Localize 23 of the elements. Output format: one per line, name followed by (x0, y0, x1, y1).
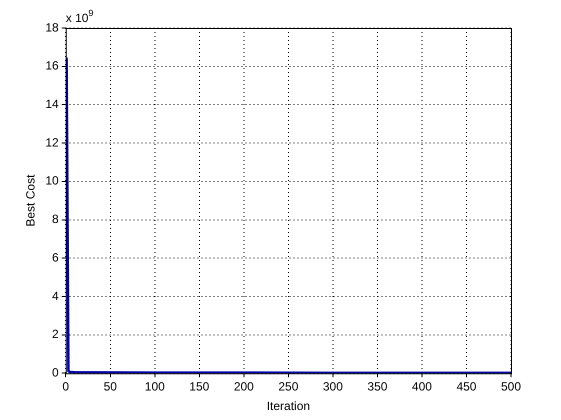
x-tick-label: 500 (500, 380, 522, 394)
x-tick-label: 50 (104, 380, 118, 394)
y-tick-label: 6 (52, 250, 60, 264)
x-tick-label: 300 (322, 380, 344, 394)
y-tick-label: 4 (52, 288, 60, 303)
y-tick-label: 2 (52, 327, 60, 342)
y-tick-label: 14 (45, 97, 60, 112)
y-tick-label: 8 (52, 212, 60, 226)
x-tick-label: 100 (144, 380, 166, 394)
x-tick-label: 250 (278, 380, 299, 394)
x-axis-title: Iteration (266, 399, 310, 414)
x-tick-label: 200 (234, 380, 254, 394)
y-tick-label: 16 (45, 58, 60, 73)
y-tick-label: 12 (45, 135, 60, 150)
x-tick-label: 0 (62, 380, 70, 394)
y-tick-label: 18 (45, 20, 60, 34)
y-tick-label: 10 (45, 174, 60, 188)
x-tick-label: 350 (367, 380, 388, 394)
x-tick-label: 450 (456, 380, 477, 394)
x-tick-label: 400 (412, 380, 432, 394)
y-tick-label: 0 (52, 366, 60, 380)
y-axis-title: Best Cost (24, 174, 38, 227)
x-tick-label: 150 (189, 380, 210, 394)
